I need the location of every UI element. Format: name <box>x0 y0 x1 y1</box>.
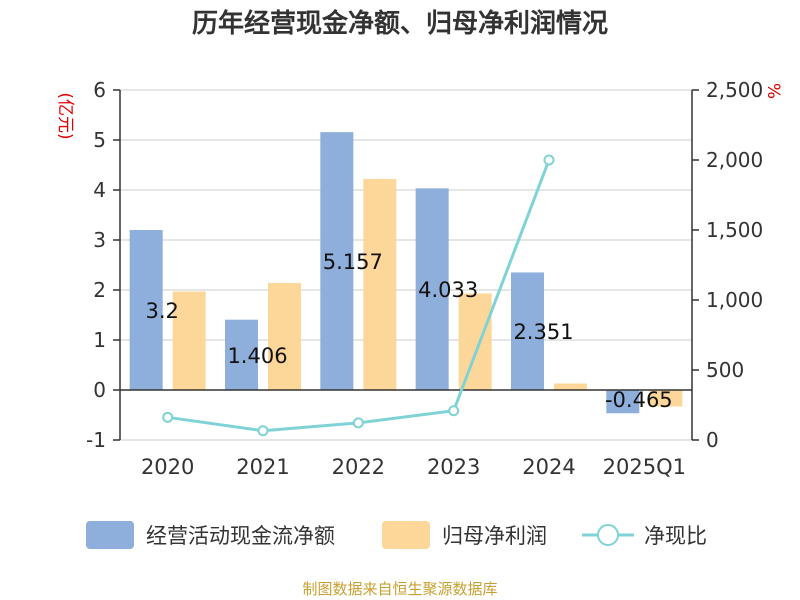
ratio-point <box>448 405 460 417</box>
data-label-operating-cash: 2.351 <box>513 320 573 344</box>
right-tick-label: 500 <box>706 358 744 382</box>
axes-layer: -1 0 1 2 3 4 5 6 0 500 1,000 1,500 2,000 2,500 2020 202… <box>86 78 763 479</box>
bar-operating-cash <box>415 188 449 390</box>
bar-net-profit <box>172 291 206 390</box>
left-tick-label: 6 <box>93 78 106 102</box>
left-tick-label: -1 <box>86 428 106 452</box>
data-label-operating-cash: 3.2 <box>145 299 178 323</box>
data-label-operating-cash: 1.406 <box>227 344 287 368</box>
bar-operating-cash <box>320 132 354 390</box>
bar-net-profit <box>649 390 683 407</box>
x-tick-label: 2022 <box>332 455 385 479</box>
ratio-point <box>352 417 364 429</box>
bar-net-profit <box>554 383 587 390</box>
x-tick-label: 2023 <box>427 455 480 479</box>
right-axis-unit: % <box>763 83 783 99</box>
left-tick-label: 0 <box>93 378 106 402</box>
left-tick-label: 1 <box>93 328 106 352</box>
left-axis-unit: (亿元) <box>55 92 75 139</box>
data-label-operating-cash: 5.157 <box>323 250 383 274</box>
left-tick-label: 2 <box>93 278 106 302</box>
legend-label-ratio: 净现比 <box>644 524 707 548</box>
bar-net-profit <box>458 293 492 390</box>
right-tick-label: 2,500 <box>706 78 763 102</box>
bar-operating-cash <box>606 390 640 414</box>
ratio-point <box>162 411 174 423</box>
x-tick-label: 2020 <box>141 455 194 479</box>
bar-operating-cash <box>225 319 258 390</box>
ratio-point <box>257 425 269 437</box>
legend-swatch-operating-cash <box>86 521 134 549</box>
right-tick-label: 1,500 <box>706 218 763 242</box>
legend-label-net-profit: 归母净利润 <box>442 524 547 548</box>
ratio-point <box>543 154 555 166</box>
legend-marker-ratio <box>597 524 619 546</box>
data-labels-layer: 3.2 1.406 5.157 4.033 2.351 -0.465 <box>145 250 672 412</box>
left-tick-label: 5 <box>93 128 106 152</box>
grid-lines <box>120 89 692 441</box>
x-tick-label: 2021 <box>236 455 289 479</box>
x-tick-label: 2024 <box>522 455 575 479</box>
right-tick-label: 1,000 <box>706 288 763 312</box>
chart-title: 历年经营现金净额、归母净利润情况 <box>192 8 608 39</box>
right-tick-label: 0 <box>706 428 719 452</box>
legend-swatch-net-profit <box>382 521 430 549</box>
legend: 经营活动现金流净额 归母净利润 净现比 <box>86 521 707 549</box>
bars-layer <box>129 132 683 414</box>
x-tick-label: 2025Q1 <box>603 455 686 479</box>
ratio-line-layer <box>162 154 555 437</box>
data-label-operating-cash: 4.033 <box>418 278 478 302</box>
bar-net-profit <box>363 179 397 390</box>
left-tick-label: 4 <box>93 178 106 202</box>
bar-operating-cash <box>129 230 163 390</box>
data-source: 制图数据来自恒生聚源数据库 <box>302 580 497 598</box>
bar-net-profit <box>268 283 301 390</box>
right-tick-label: 2,000 <box>706 148 763 172</box>
left-tick-label: 3 <box>93 228 106 252</box>
legend-label-operating-cash: 经营活动现金流净额 <box>146 524 335 548</box>
bar-operating-cash <box>511 272 544 390</box>
data-label-operating-cash: -0.465 <box>605 388 673 412</box>
